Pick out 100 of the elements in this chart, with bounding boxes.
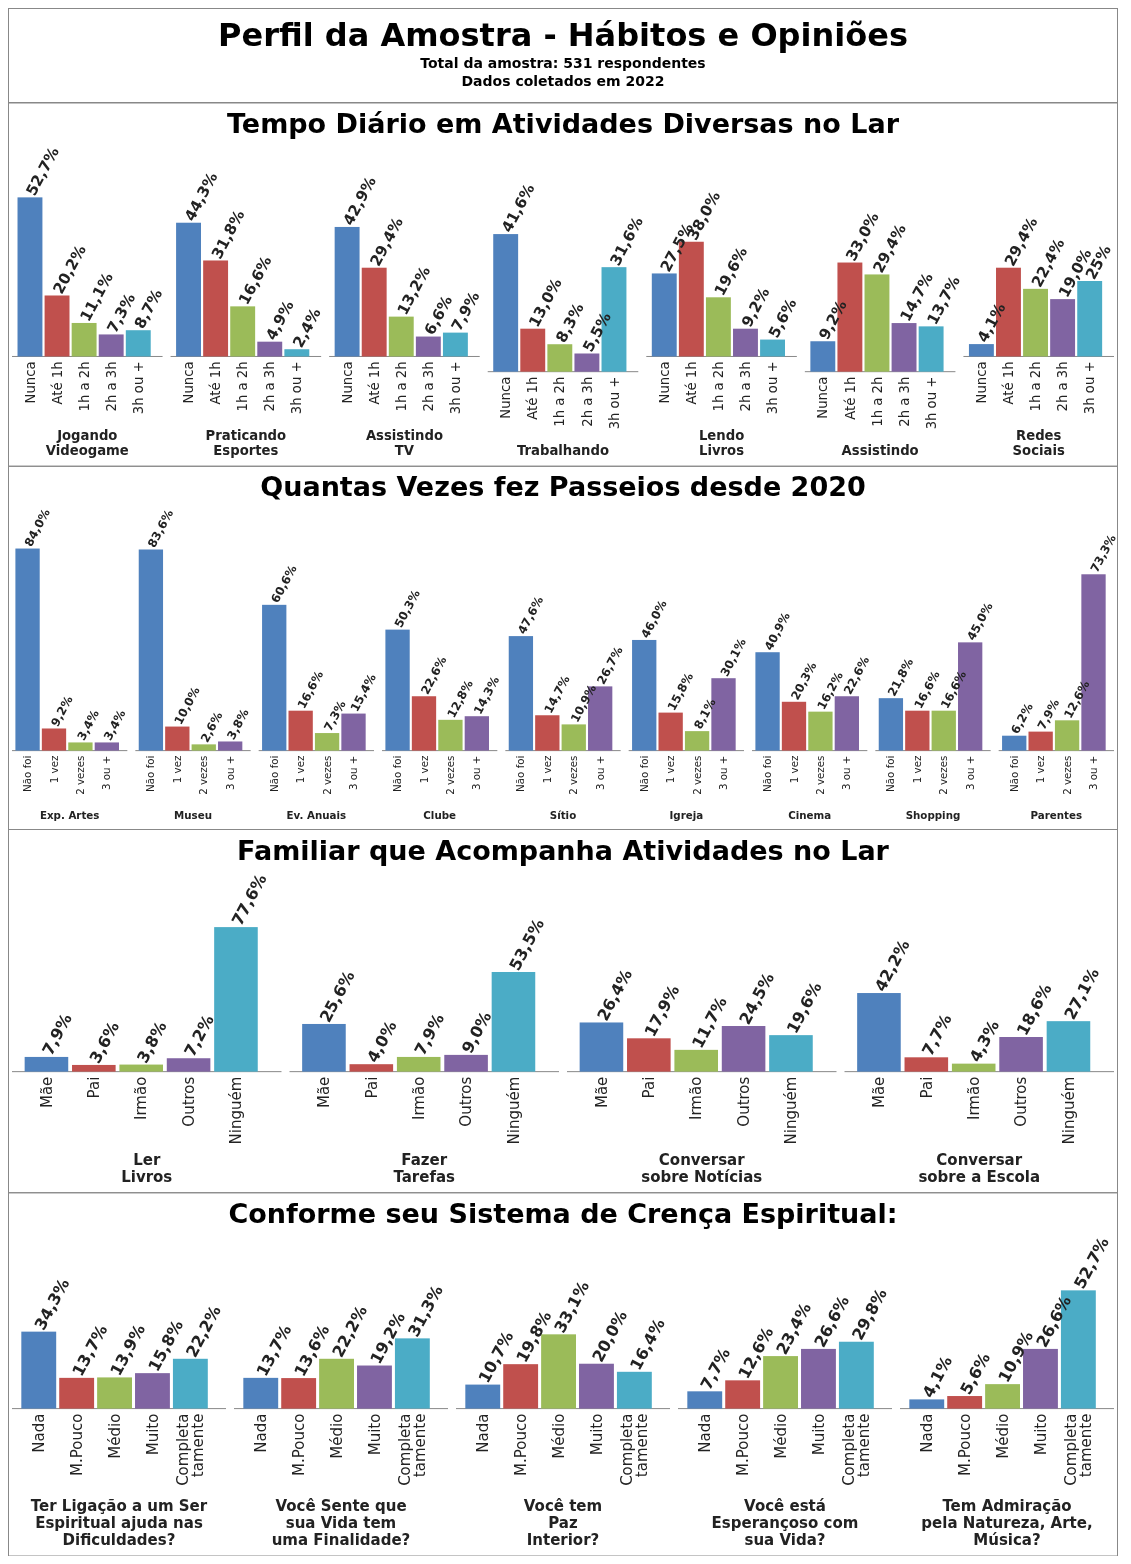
x-tick-label: Completa tamente bbox=[1062, 1413, 1095, 1486]
x-tick-label: 2 vezes bbox=[567, 755, 580, 795]
x-tick-label: Muito bbox=[143, 1413, 162, 1456]
x-tick-label: 3h ou + bbox=[1082, 361, 1098, 415]
x-tick-label: Outros bbox=[1012, 1076, 1031, 1127]
x-tick-label: 1 vez bbox=[294, 755, 307, 784]
x-tick-label: Mãe bbox=[37, 1076, 56, 1109]
x-tick-label: Ninguém bbox=[227, 1076, 246, 1145]
x-tick-label: Nunca bbox=[656, 361, 672, 404]
bar bbox=[281, 1378, 317, 1409]
x-axis-title: Praticando Esportes bbox=[205, 428, 287, 459]
bar bbox=[21, 1331, 57, 1409]
bar bbox=[627, 1038, 671, 1072]
bar bbox=[349, 1064, 394, 1072]
bar bbox=[334, 226, 360, 357]
x-tick-label: 1 vez bbox=[787, 755, 800, 784]
x-tick-label: Muito bbox=[365, 1413, 384, 1456]
x-axis-title: Você está Esperançoso com sua Vida? bbox=[711, 1497, 859, 1549]
bar bbox=[891, 323, 917, 372]
bar bbox=[218, 741, 243, 751]
x-tick-label: 1h a 2h bbox=[869, 376, 885, 427]
bar bbox=[243, 1377, 279, 1409]
x-tick-label: 2h a 3h bbox=[738, 361, 754, 412]
x-tick-label: Irmão bbox=[964, 1076, 983, 1120]
x-tick-label: 2 vezes bbox=[74, 755, 87, 795]
bar bbox=[651, 273, 677, 357]
x-tick-label: Médio bbox=[771, 1413, 790, 1459]
x-tick-label: Não foi bbox=[761, 755, 774, 792]
text: Tempo Diário em Atividades Diversas no Lar bbox=[227, 108, 900, 139]
x-tick-label: 3 ou + bbox=[223, 755, 236, 791]
x-axis-title: Assistindo bbox=[841, 443, 919, 459]
x-tick-label: M.Pouco bbox=[733, 1413, 752, 1476]
bar bbox=[135, 1373, 170, 1409]
bar bbox=[687, 1391, 723, 1409]
x-tick-label: Mãe bbox=[870, 1076, 889, 1109]
x-tick-label: Não foi bbox=[267, 755, 280, 792]
x-axis-title: Conversar sobre Notícias bbox=[641, 1150, 763, 1186]
bar bbox=[781, 701, 807, 751]
x-axis-title: Cinema bbox=[788, 808, 832, 821]
bar bbox=[579, 1363, 614, 1409]
bar bbox=[968, 344, 994, 357]
x-tick-label: 3 ou + bbox=[470, 755, 483, 791]
bar bbox=[561, 724, 586, 751]
x-tick-label: 1 vez bbox=[170, 755, 183, 784]
bar bbox=[44, 295, 70, 357]
bar bbox=[262, 604, 287, 751]
x-axis-title: Igreja bbox=[669, 808, 704, 821]
x-tick-label: Até 1h bbox=[525, 376, 541, 420]
x-tick-label: Mãe bbox=[592, 1076, 611, 1109]
x-tick-label: Pai bbox=[85, 1076, 104, 1099]
x-axis-title: Museu bbox=[174, 808, 212, 821]
x-axis-title: Trabalhando bbox=[516, 443, 610, 459]
x-tick-label: 3 ou + bbox=[840, 755, 853, 791]
bar bbox=[864, 274, 890, 372]
x-tick-label: 2h a 3h bbox=[896, 376, 912, 427]
x-tick-label: Nunca bbox=[339, 361, 355, 404]
x-tick-label: Até 1h bbox=[366, 361, 382, 405]
x-tick-label: Não foi bbox=[391, 755, 404, 792]
x-axis-title: Tem Admiração pela Natureza, Arte, Música? bbox=[921, 1497, 1093, 1549]
x-tick-label: Outros bbox=[734, 1076, 753, 1127]
x-tick-label: Irmão bbox=[409, 1076, 428, 1120]
x-tick-label: 2h a 3h bbox=[103, 361, 119, 412]
x-tick-label: Pai bbox=[640, 1076, 659, 1099]
bar bbox=[396, 1056, 441, 1072]
bar bbox=[520, 328, 546, 372]
text: Perfil da Amostra - Hábitos e Opiniões bbox=[218, 16, 908, 54]
x-axis-title: Fazer Tarefas bbox=[393, 1150, 456, 1186]
x-tick-label: 2 vezes bbox=[690, 755, 703, 795]
x-tick-label: 3 ou + bbox=[347, 755, 360, 791]
bar bbox=[138, 549, 164, 751]
x-axis-title: Shopping bbox=[905, 808, 961, 821]
bar bbox=[438, 719, 463, 751]
text: Total da amostra: 531 respondentes bbox=[420, 55, 706, 71]
x-axis-title: Ter Ligação a um Ser Espiritual ajuda nas Dificuldades? bbox=[30, 1497, 208, 1549]
x-tick-label: 3h ou + bbox=[606, 376, 622, 430]
bar bbox=[388, 316, 414, 357]
x-tick-label: 1h a 2h bbox=[76, 361, 92, 412]
bar bbox=[579, 1022, 624, 1072]
x-axis-title: Assistindo TV bbox=[365, 428, 443, 459]
bar bbox=[1050, 299, 1076, 357]
bar bbox=[508, 636, 534, 751]
bar bbox=[535, 715, 560, 751]
bar bbox=[632, 639, 657, 751]
x-tick-label: 3h ou + bbox=[289, 361, 305, 415]
bar bbox=[98, 334, 124, 357]
x-tick-label: Muito bbox=[587, 1413, 606, 1456]
x-tick-label: Nada bbox=[918, 1413, 937, 1453]
bar bbox=[705, 297, 731, 357]
bar bbox=[257, 341, 283, 357]
x-tick-label: Pai bbox=[362, 1076, 381, 1099]
x-axis-title: Você tem Paz Interior? bbox=[523, 1497, 603, 1549]
x-tick-label: 2h a 3h bbox=[1055, 361, 1071, 412]
bar bbox=[1028, 731, 1053, 751]
x-axis-title: Parentes bbox=[1030, 808, 1083, 821]
x-tick-label: Nada bbox=[30, 1413, 49, 1453]
x-tick-label: Médio bbox=[549, 1413, 568, 1459]
bar bbox=[71, 322, 97, 357]
bar bbox=[491, 971, 536, 1072]
x-tick-label: Até 1h bbox=[683, 361, 699, 405]
x-tick-label: Outros bbox=[457, 1076, 476, 1127]
